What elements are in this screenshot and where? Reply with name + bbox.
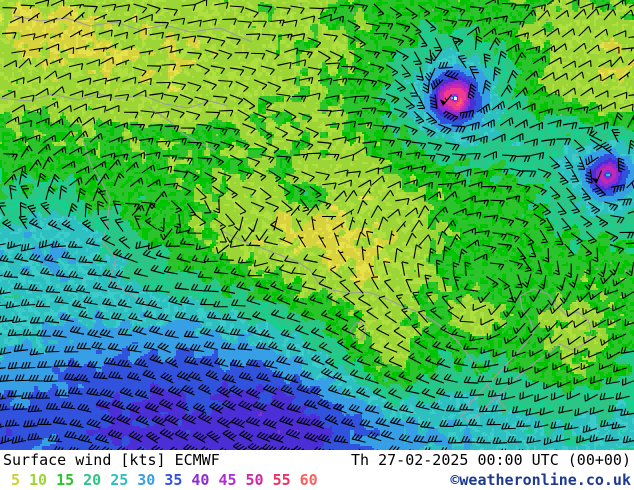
legend-scale-row: 5 10 15 20 25 30 35 40 45 50 55 60 ©weatheronline.c… <box>0 470 634 490</box>
wind-speed-scale: 5 10 15 20 25 30 35 40 45 50 55 60 <box>3 471 318 489</box>
legend-title-row: Surface wind [kts] ECMWF Th 27-02-2025 0… <box>0 450 634 470</box>
wind-speed-scale-value: 5 <box>11 471 21 489</box>
surface-wind-map <box>0 0 634 450</box>
map-title: Surface wind [kts] ECMWF <box>3 451 220 469</box>
wind-speed-scale-value: 60 <box>299 471 318 489</box>
wind-speed-scale-value: 55 <box>272 471 291 489</box>
wind-speed-scale-value: 45 <box>218 471 237 489</box>
wind-speed-scale-value: 50 <box>245 471 264 489</box>
wind-speed-scale-value: 40 <box>191 471 210 489</box>
wind-speed-scale-value: 35 <box>164 471 183 489</box>
wind-speed-scale-value: 15 <box>56 471 75 489</box>
map-datetime: Th 27-02-2025 00:00 UTC (00+00) <box>351 451 631 469</box>
wind-speed-scale-value: 25 <box>110 471 129 489</box>
wind-speed-scale-value: 20 <box>83 471 102 489</box>
copyright-link[interactable]: ©weatheronline.co.uk <box>450 471 631 489</box>
wind-speed-scale-value: 30 <box>137 471 156 489</box>
legend-bar: Surface wind [kts] ECMWF Th 27-02-2025 0… <box>0 450 634 490</box>
wind-speed-scale-value: 10 <box>29 471 48 489</box>
